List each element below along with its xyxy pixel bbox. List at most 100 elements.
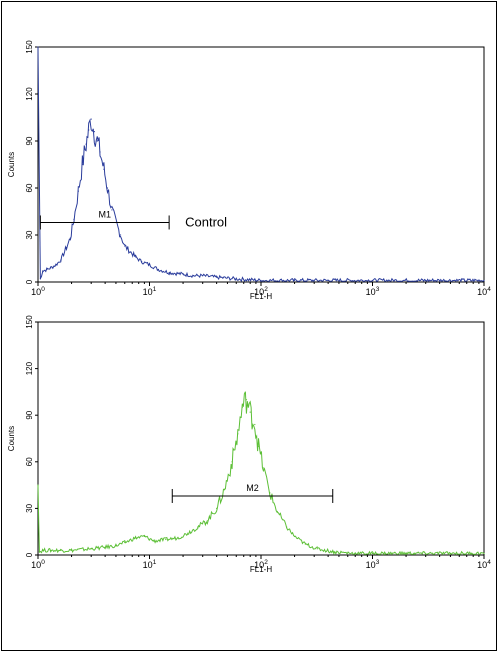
histogram-point xyxy=(96,140,98,142)
histogram-point xyxy=(85,143,87,145)
histogram-point xyxy=(60,549,62,551)
y-axis-label: Counts xyxy=(7,152,16,177)
histogram-point xyxy=(327,279,329,282)
histogram-point xyxy=(73,218,75,220)
y-tick-label: 30 xyxy=(25,503,34,512)
plot-area-frame xyxy=(37,321,485,556)
histogram-point xyxy=(202,275,204,277)
histogram-point xyxy=(193,275,195,277)
sample-annotation: Control xyxy=(185,214,227,229)
histogram-point xyxy=(69,237,71,239)
histogram-point xyxy=(93,131,95,133)
y-tick-label: 150 xyxy=(25,40,34,54)
histogram-point xyxy=(81,163,83,166)
histogram-point xyxy=(42,549,44,551)
histogram-point xyxy=(88,129,90,131)
histogram-point xyxy=(39,278,41,280)
histogram-point xyxy=(99,151,101,153)
histogram-panel-bottom: 0 30 60 90 120 150 100 101 102 103 104 FL1-H Counts M… xyxy=(7,315,491,574)
histogram-point xyxy=(196,526,199,528)
histogram-point xyxy=(46,268,48,271)
histogram-series-line xyxy=(37,46,485,283)
histogram-point xyxy=(157,268,159,271)
histogram-point xyxy=(70,549,73,551)
histogram-point xyxy=(187,532,189,534)
histogram-point xyxy=(293,279,296,282)
gate-marker-label: M2 xyxy=(246,483,259,493)
histogram-point xyxy=(245,399,248,401)
histogram-point xyxy=(103,168,105,170)
histogram-point xyxy=(304,543,306,545)
histogram-point xyxy=(134,256,137,258)
histogram-point xyxy=(177,537,179,539)
y-tick-label: 150 xyxy=(25,315,34,329)
gate-marker-label: M1 xyxy=(98,209,111,219)
x-tick-label: 103 xyxy=(366,286,380,297)
x-tick-label: 104 xyxy=(477,286,491,297)
histogram-point xyxy=(90,118,92,120)
histogram-point xyxy=(124,245,126,247)
histogram-point xyxy=(316,548,318,550)
histogram-point xyxy=(241,406,243,409)
histogram-point xyxy=(216,276,218,278)
histogram-point xyxy=(257,445,260,447)
histogram-point xyxy=(153,540,155,542)
histogram-series-line xyxy=(37,391,485,556)
histogram-point xyxy=(254,423,256,426)
histogram-point xyxy=(148,264,151,266)
histogram-point xyxy=(111,209,113,211)
histogram-point xyxy=(405,552,407,555)
histogram-point xyxy=(449,552,452,555)
x-tick-label: 102 xyxy=(254,559,268,570)
x-tick-label: 103 xyxy=(366,559,380,570)
x-axis-label: FL1-H xyxy=(250,565,272,574)
x-tick-label: 101 xyxy=(143,286,157,297)
histogram-point xyxy=(168,272,170,274)
histogram-point xyxy=(90,548,92,550)
histogram-point xyxy=(77,190,79,192)
histogram-point xyxy=(182,273,184,275)
histogram-point xyxy=(483,279,485,282)
y-tick-label: 0 xyxy=(25,552,34,557)
y-tick-label: 60 xyxy=(25,457,34,466)
histogram-point xyxy=(235,278,237,280)
y-tick-label: 90 xyxy=(25,410,34,419)
x-tick-label: 100 xyxy=(31,286,45,297)
x-tick-label: 104 xyxy=(477,559,491,570)
histogram-point xyxy=(237,433,239,435)
histogram-panel-top: 0 30 60 90 120 150 100 101 102 103 104 FL1-H Counts M… xyxy=(7,40,491,301)
histogram-point xyxy=(223,489,226,491)
histogram-point xyxy=(333,551,335,553)
y-tick-label: 90 xyxy=(25,136,34,145)
histogram-point xyxy=(354,552,356,555)
y-tick-label: 120 xyxy=(25,361,34,375)
histogram-point xyxy=(55,264,57,266)
histogram-point xyxy=(165,538,167,541)
histogram-point xyxy=(231,461,233,463)
histogram-point xyxy=(124,541,126,544)
x-tick-label: 100 xyxy=(31,559,45,570)
y-tick-label: 60 xyxy=(25,183,34,192)
y-tick-label: 0 xyxy=(25,279,34,284)
histogram-point xyxy=(216,507,218,509)
plot-area-frame xyxy=(37,46,485,283)
y-axis-label: Counts xyxy=(7,426,16,451)
y-tick-label: 120 xyxy=(25,87,34,101)
histogram-point xyxy=(371,552,374,555)
histogram-point xyxy=(38,551,41,553)
x-tick-label: 101 xyxy=(143,559,157,570)
histogram-point xyxy=(37,46,39,48)
histogram-point xyxy=(119,234,122,236)
histogram-point xyxy=(143,535,145,537)
histogram-point xyxy=(104,546,106,548)
y-tick-label: 30 xyxy=(25,230,34,239)
histogram-point xyxy=(65,246,68,249)
histogram-point xyxy=(50,549,52,551)
histogram-point xyxy=(206,520,208,522)
histogram-point xyxy=(130,251,132,253)
histogram-point xyxy=(260,279,262,282)
histogram-point xyxy=(141,261,143,263)
x-axis-label: FL1-H xyxy=(250,292,272,301)
